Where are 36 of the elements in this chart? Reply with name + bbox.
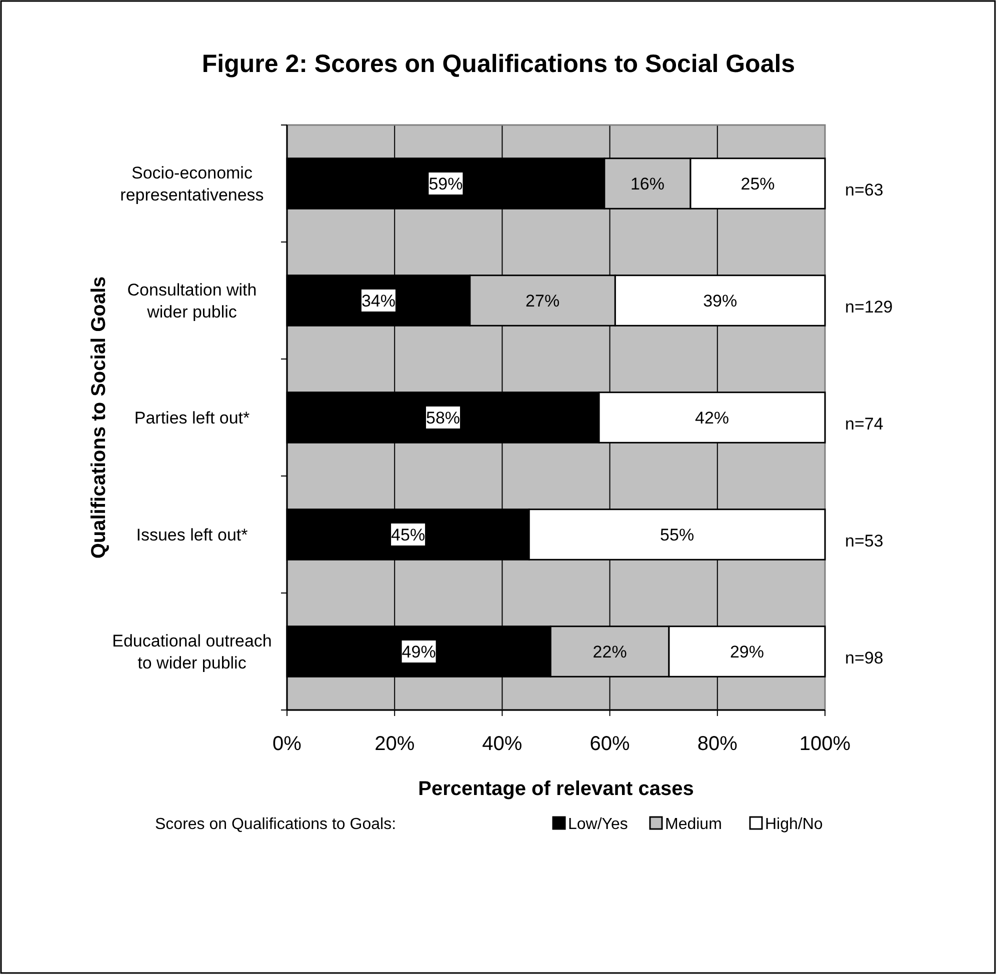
x-tick-label: 40% (482, 733, 522, 755)
data-label: 25% (740, 174, 775, 194)
legend-label: High/No (765, 816, 823, 833)
y-tick-label: Issues left out* (136, 525, 248, 544)
data-label: 34% (361, 291, 396, 310)
text: n=74 (845, 414, 884, 434)
text: n=129 (845, 297, 893, 316)
legend-title: Scores on Qualifications to Goals: (155, 816, 396, 833)
y-tick-label: Socio-economic representativeness (120, 163, 264, 204)
data-label: 42% (695, 408, 730, 428)
data-label: 58% (426, 408, 460, 428)
x-tick-label: 0% (272, 733, 302, 755)
data-label: 27% (526, 291, 560, 310)
data-label: 39% (703, 291, 738, 310)
legend-label: Low/Yes (568, 816, 628, 833)
data-label: 29% (730, 642, 764, 662)
x-tick-label: 20% (374, 733, 415, 755)
data-label: 45% (391, 525, 426, 544)
data-label: 16% (630, 174, 664, 194)
text: n=63 (845, 180, 884, 200)
x-axis-title: Percentage of relevant cases (418, 778, 694, 800)
y-tick-label: Educational outreach to wider public (112, 631, 272, 672)
text: n=53 (845, 531, 884, 550)
data-label: 59% (428, 174, 463, 194)
y-tick-label: Consultation with wider public (127, 280, 257, 322)
x-tick-label: 80% (697, 733, 738, 755)
y-axis-title: Qualifications to Social Goals (88, 276, 110, 559)
data-label: 55% (660, 525, 694, 544)
text: n=98 (845, 648, 884, 668)
x-tick-label: 60% (590, 733, 630, 755)
x-tick-label: 100% (799, 733, 851, 755)
chart-title: Figure 2: Scores on Qualifications to Social Goals (202, 50, 796, 78)
legend-label: Medium (665, 816, 722, 833)
data-label: 22% (592, 642, 627, 662)
y-tick-label: Parties left out* (134, 408, 250, 428)
data-label: 49% (402, 642, 436, 662)
